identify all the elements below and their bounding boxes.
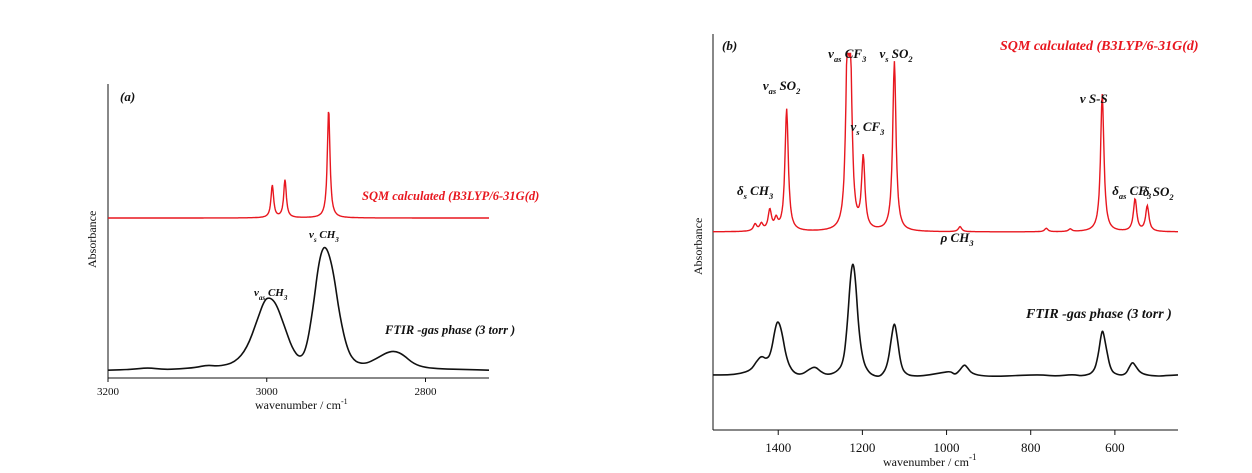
peak-annotation: ν S-S bbox=[1080, 91, 1108, 106]
x-tick-label: 1000 bbox=[934, 440, 960, 455]
peak-annotation: δs CH3 bbox=[737, 183, 773, 201]
panel-a-ftir-label: FTIR -gas phase (3 torr ) bbox=[384, 323, 515, 337]
panel-b-xlabel: wavenumber / cm-1 bbox=[883, 452, 976, 469]
panel-b-xlabel-main: wavenumber / cm bbox=[883, 455, 970, 469]
panel-b-ticks: 1400 1200 1000 800 600 bbox=[765, 430, 1125, 455]
peak-annotation: νas SO2 bbox=[763, 78, 801, 96]
panel-a-xlabel-main: wavenumber / cm bbox=[255, 398, 342, 412]
panel-a-xlabel: wavenumber / cm-1 bbox=[255, 397, 348, 412]
peak-annotation: ρ CH3 bbox=[940, 230, 974, 248]
panel-a-calculated-line bbox=[108, 111, 489, 219]
panel-b-ftir-label: FTIR -gas phase (3 torr ) bbox=[1025, 307, 1172, 322]
peak-annotation: νas CH3 bbox=[254, 287, 288, 302]
panel-b-ylabel: Absorbance bbox=[691, 218, 705, 275]
peak-annotation: δ SO2 bbox=[1143, 184, 1175, 202]
panel-b-annotations: δs CH3 νas SO2 νas CF3 νs CF3 νs SO2 ρ CH3 ν S… bbox=[737, 46, 1174, 248]
x-tick-label: 2800 bbox=[415, 386, 438, 398]
panel-b-calculated-line bbox=[713, 52, 1178, 233]
peak-annotation: νs SO2 bbox=[879, 46, 913, 64]
panel-a: (a) 3200 3000 2800 SQM calculated (B3LYP/6… bbox=[85, 84, 539, 412]
panel-b-ftir-line bbox=[712, 263, 1179, 378]
panel-a-ftir-line bbox=[107, 246, 490, 371]
x-tick-label: 800 bbox=[1021, 440, 1041, 455]
panel-a-ylabel: Absorbance bbox=[85, 211, 99, 268]
panel-a-xlabel-sup: -1 bbox=[341, 397, 348, 406]
panel-b-calculated-label: SQM calculated (B3LYP/6-31G(d) bbox=[1000, 39, 1199, 54]
peak-annotation: νas CF3 bbox=[828, 46, 866, 64]
x-tick-label: 600 bbox=[1105, 440, 1125, 455]
x-tick-label: 1400 bbox=[765, 440, 791, 455]
x-tick-label: 1200 bbox=[849, 440, 875, 455]
panel-a-ticks: 3200 3000 2800 bbox=[97, 378, 437, 398]
x-tick-label: 3000 bbox=[256, 386, 279, 398]
x-tick-label: 3200 bbox=[97, 386, 120, 398]
panel-b-xlabel-sup: -1 bbox=[969, 452, 977, 462]
panel-a-annotations: νas CH3 νs CH3 bbox=[254, 229, 339, 302]
panel-b-label: (b) bbox=[722, 38, 737, 53]
panel-a-label: (a) bbox=[120, 89, 135, 104]
peak-annotation: δas CF3 bbox=[1112, 183, 1151, 201]
panel-a-calculated-label: SQM calculated (B3LYP/6-31G(d) bbox=[362, 189, 539, 203]
peak-annotation: νs CH3 bbox=[309, 229, 339, 244]
peak-annotation: νs CF3 bbox=[850, 119, 884, 137]
panel-b: (b) 1400 1200 1000 800 600 SQM calculated (B… bbox=[691, 34, 1199, 469]
